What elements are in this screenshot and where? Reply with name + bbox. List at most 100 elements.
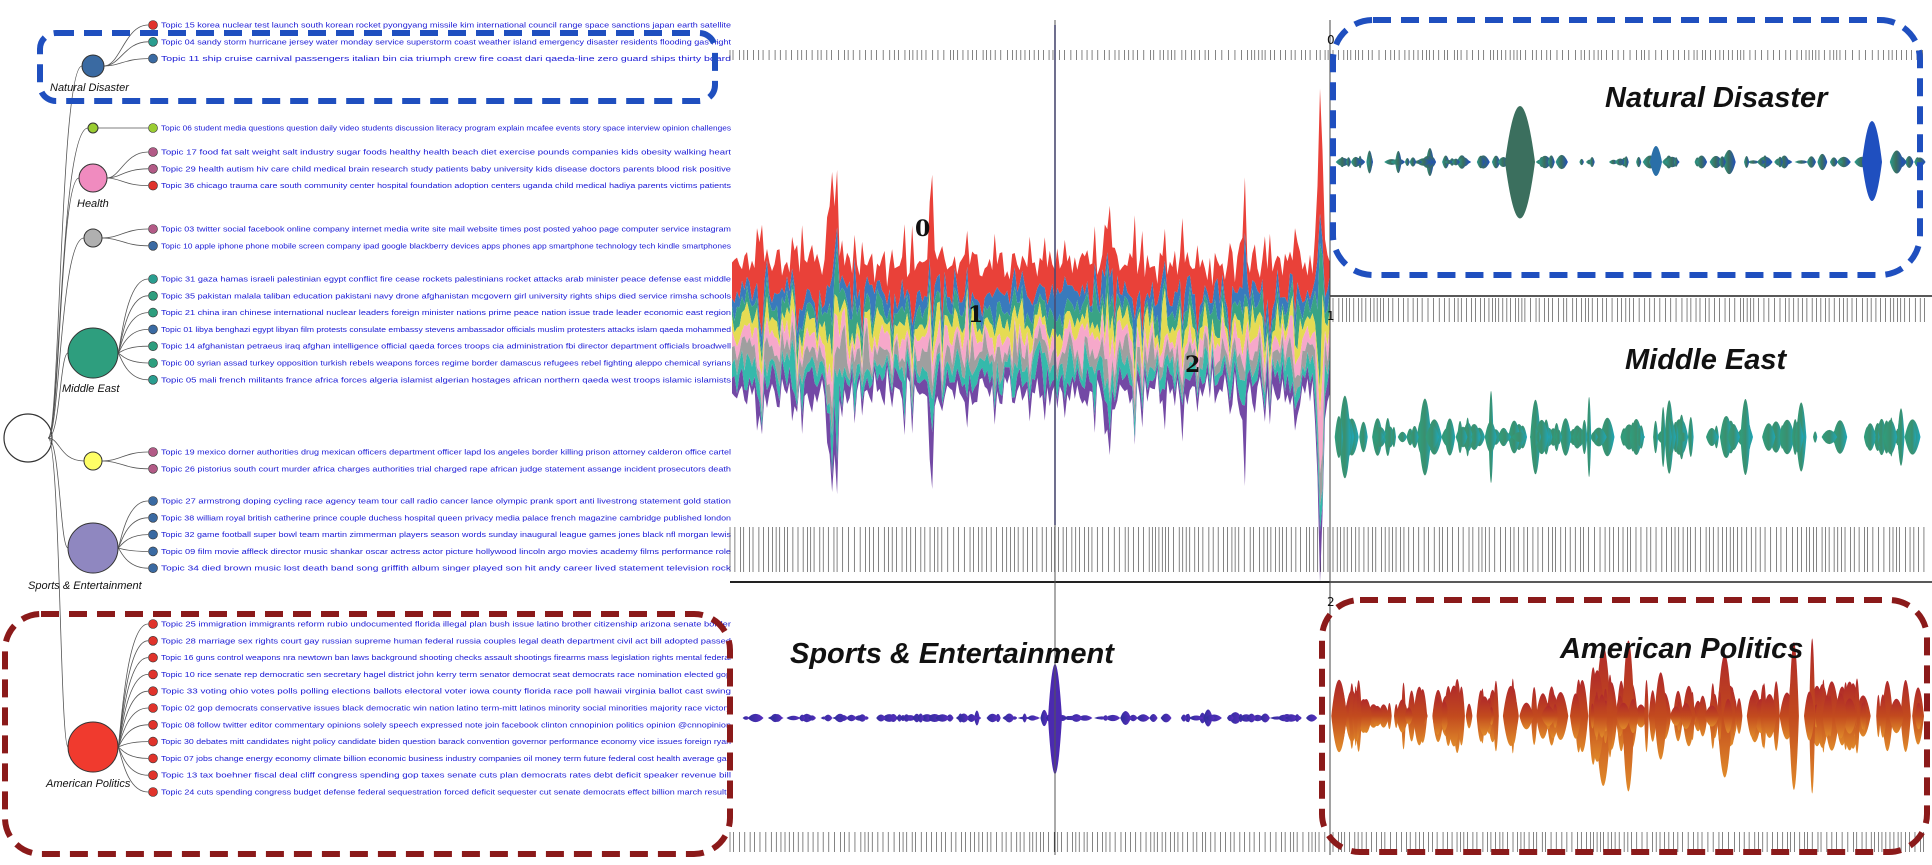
topic-label-topic-07: Topic 07 jobs change energy economy clim…	[161, 756, 732, 763]
category-node	[67, 522, 119, 574]
topic-node-topic-19	[148, 447, 158, 457]
topic-label-topic-06: Topic 06 student media questions questio…	[161, 126, 732, 133]
topic-node-topic-01	[148, 324, 158, 335]
topic-node-topic-06	[148, 123, 158, 133]
stream-marker-1: 1	[968, 302, 983, 328]
topic-node-topic-31	[148, 274, 158, 284]
natural-disaster-peak-2	[1862, 121, 1882, 201]
tree-edge	[117, 517, 149, 549]
topic-label-topic-24: Topic 24 cuts spending congress budget d…	[161, 790, 732, 797]
tree-edge	[103, 24, 149, 67]
tree-edge	[106, 168, 149, 179]
tree-edge	[117, 547, 149, 569]
topic-label-topic-21: Topic 21 china iran chinese internationa…	[161, 310, 731, 317]
topic-node-topic-10	[148, 669, 158, 680]
topic-node-topic-32	[148, 529, 158, 540]
topic-node-topic-26	[148, 463, 158, 474]
topic-label-topic-28: Topic 28 marriage sex rights court gay r…	[161, 638, 731, 645]
topic-label-topic-30: Topic 30 debates mitt candidates night p…	[161, 739, 731, 746]
topic-node-topic-35	[148, 290, 158, 301]
topic-node-topic-30	[148, 736, 158, 747]
topic-label-topic-36: Topic 36 chicago trauma care south commu…	[161, 183, 732, 190]
topic-label-topic-17: Topic 17 food fat salt weight salt indus…	[161, 150, 731, 157]
main-streamgraph	[729, 25, 1330, 852]
topic-node-topic-09	[148, 546, 158, 557]
topic-tree	[3, 24, 149, 793]
tree-edge	[103, 58, 149, 67]
topic-node-topic-08	[148, 719, 158, 730]
highlight-box-american-politics-list	[2, 611, 733, 857]
topic-label-topic-11: Topic 11 ship cruise carnival passengers…	[161, 56, 731, 63]
cat-label-american-politics: American Politics	[45, 778, 131, 790]
title-natural-disaster: Natural Disaster	[1605, 82, 1829, 114]
topic-label-topic-10: Topic 10 apple iphone phone mobile scree…	[161, 243, 732, 250]
sports-blobs	[735, 709, 1328, 727]
natural-disaster-stream	[1335, 147, 1926, 177]
topic-node-topic-02	[148, 703, 158, 713]
topic-label-topic-03: Topic 03 twitter social facebook online …	[161, 227, 731, 234]
topic-node-topic-00	[148, 358, 158, 368]
stream-layer-0	[732, 88, 1330, 342]
category-node	[83, 451, 103, 471]
tree-edge	[47, 237, 85, 439]
tree-edge	[47, 65, 83, 439]
topic-label-topic-13: Topic 13 tax boehner fiscal deal cliff c…	[161, 773, 732, 780]
topic-node-topic-36	[148, 180, 158, 191]
title-sports-entertainment: Sports & Entertainment	[790, 638, 1115, 670]
title-american-politics: American Politics	[1559, 633, 1803, 665]
category-node	[67, 721, 119, 773]
tree-edge	[47, 437, 69, 748]
root-node	[3, 413, 53, 463]
topic-label-topic-29: Topic 29 health autism hiv care child me…	[161, 166, 731, 173]
topic-label-topic-33: Topic 33 voting ohio votes polls polling…	[161, 689, 731, 696]
panel-index-1: 1	[1327, 309, 1335, 323]
tree-edge	[47, 352, 69, 439]
stream-marker-2: 2	[1185, 352, 1200, 378]
highlight-box-natural-disaster-list	[37, 30, 718, 104]
topic-label-topic-27: Topic 27 armstrong doping cycling race a…	[161, 499, 731, 506]
natural-disaster-peak-1	[1505, 106, 1535, 219]
panel-index-2: 2	[1327, 595, 1335, 609]
tree-edge	[101, 451, 149, 462]
tree-edge	[47, 437, 85, 462]
tree-edge	[103, 41, 149, 67]
tree-edge	[117, 741, 149, 748]
tree-edge	[117, 724, 149, 748]
topic-node-topic-05	[148, 374, 158, 385]
tree-edge	[101, 237, 149, 247]
topic-node-topic-15	[148, 20, 158, 30]
tree-edge	[101, 228, 149, 239]
topic-node-topic-16	[148, 652, 158, 663]
topic-label-topic-26: Topic 26 pistorius south court murder af…	[161, 466, 731, 473]
topic-node-topic-03	[148, 224, 158, 234]
tree-edge	[117, 547, 149, 552]
middle-east-stream	[1334, 391, 1921, 483]
american-politics-stream	[1331, 638, 1924, 794]
category-node	[81, 54, 105, 78]
right-detail-panels	[1331, 50, 1926, 852]
tree-edge	[117, 500, 149, 549]
topic-label-topic-14: Topic 14 afghanistan petraeus iraq afgha…	[161, 344, 732, 351]
stream-layer-2	[732, 243, 1330, 390]
tree-edge	[117, 534, 149, 549]
topic-label-topic-02: Topic 02 gop democrats conservative issu…	[161, 706, 732, 713]
natural-disaster-peak-3	[1650, 146, 1662, 176]
topic-node-topic-14	[148, 341, 158, 352]
topic-node-topic-21	[148, 307, 158, 318]
tick-band-bottom	[729, 832, 1326, 852]
tick-band-right-1	[1332, 298, 1925, 322]
topic-label-topic-15: Topic 15 korea nuclear test launch south…	[161, 23, 731, 30]
topic-label-topic-10: Topic 10 rice senate rep democratic sen …	[161, 672, 731, 679]
tree-edge	[117, 345, 149, 354]
topic-label-topic-25: Topic 25 immigration immigrants reform r…	[161, 622, 732, 629]
topic-label-topic-19: Topic 19 mexico dorner authorities drug …	[161, 450, 732, 457]
topic-label-topic-01: Topic 01 libya benghazi egypt libyan fil…	[161, 327, 731, 334]
category-node	[83, 228, 103, 248]
tree-edge	[106, 151, 149, 179]
tick-band-right-0	[1332, 50, 1923, 60]
stream-marker-0: 0	[915, 216, 930, 242]
tree-edge	[117, 746, 149, 793]
stream-layer-5	[732, 320, 1330, 506]
tree-edge	[117, 278, 149, 354]
tree-edge	[117, 329, 149, 354]
